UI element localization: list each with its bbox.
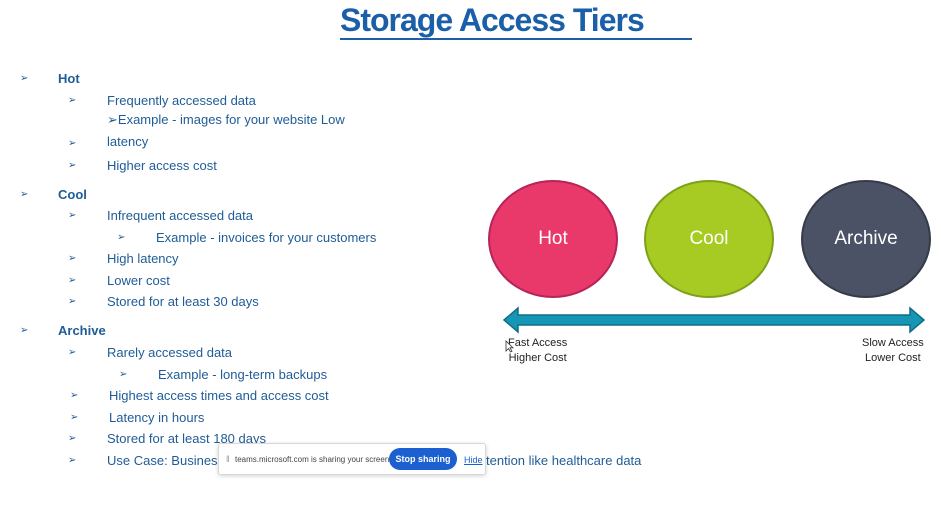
bullet-icon: ➢ <box>117 232 126 243</box>
higher-cost-label: Higher Cost <box>508 352 567 364</box>
cool-item: High latency <box>107 251 179 266</box>
bullet-icon: ➢ <box>20 73 29 84</box>
bullet-icon: ➢ <box>68 296 77 307</box>
archive-circle: Archive <box>801 180 931 298</box>
cool-item: Example - invoices for your customers <box>156 230 377 245</box>
cool-heading: Cool <box>58 187 87 202</box>
archive-item: Rarely accessed data <box>107 345 233 360</box>
cool-circle: Cool <box>644 180 774 298</box>
cool-item: Infrequent accessed data <box>107 208 253 223</box>
bullet-icon: ➢ <box>68 138 77 149</box>
mouse-cursor-icon <box>505 340 514 353</box>
title-underline <box>340 38 692 40</box>
archive-heading: Archive <box>58 323 106 338</box>
hot-item: Higher access cost <box>107 158 217 173</box>
archive-item: Highest access times and access cost <box>109 388 329 403</box>
hot-item: Frequently accessed data <box>107 93 256 108</box>
hide-link[interactable]: Hide <box>464 455 483 465</box>
fast-access-label: Fast Access <box>508 337 568 349</box>
hot-circle-label: Hot <box>538 228 568 249</box>
archive-item: Example - long-term backups <box>158 367 328 382</box>
slide-title: Storage Access Tiers <box>340 2 645 38</box>
archive-circle-label: Archive <box>834 228 898 249</box>
hot-heading: Hot <box>58 71 80 86</box>
archive-item: tention like healthcare data <box>486 453 642 468</box>
bullet-icon: ➢ <box>70 390 79 401</box>
archive-item: Use Case: Business <box>107 453 225 468</box>
hot-item: ➢Example - images for your website Low <box>107 112 345 127</box>
bullet-icon: ➢ <box>68 347 77 358</box>
bullet-icon: ➢ <box>20 189 29 200</box>
bullet-icon: ➢ <box>68 455 77 466</box>
archive-item: Latency in hours <box>109 410 205 425</box>
cool-item: Lower cost <box>107 273 170 288</box>
bullet-icon: ➢ <box>68 275 77 286</box>
bullet-icon: ➢ <box>68 95 77 106</box>
sharing-message: teams.microsoft.com is sharing your scre… <box>235 455 392 464</box>
hot-circle: Hot <box>488 180 618 298</box>
screen-sharing-bar: ‖ teams.microsoft.com is sharing your sc… <box>218 443 486 475</box>
archive-item: Stored for at least 180 days <box>107 431 266 446</box>
lower-cost-label: Lower Cost <box>865 352 921 364</box>
bullet-icon: ➢ <box>68 160 77 171</box>
left-caption: Fast Access Higher Cost <box>508 336 567 366</box>
stop-sharing-button[interactable]: Stop sharing <box>389 448 457 470</box>
cool-item: Stored for at least 30 days <box>107 294 259 309</box>
right-caption: Slow Access Lower Cost <box>862 336 924 366</box>
bullet-icon: ➢ <box>20 325 29 336</box>
drag-handle-icon[interactable]: ‖ <box>226 454 230 464</box>
hot-item: latency <box>107 134 149 149</box>
bullet-icon: ➢ <box>68 210 77 221</box>
bullet-icon: ➢ <box>68 253 77 264</box>
cool-circle-label: Cool <box>689 228 729 249</box>
bullet-icon: ➢ <box>70 412 79 423</box>
bullet-icon: ➢ <box>68 433 77 444</box>
double-arrow-icon <box>503 306 925 334</box>
bullet-icon: ➢ <box>119 369 128 380</box>
slow-access-label: Slow Access <box>862 337 924 349</box>
